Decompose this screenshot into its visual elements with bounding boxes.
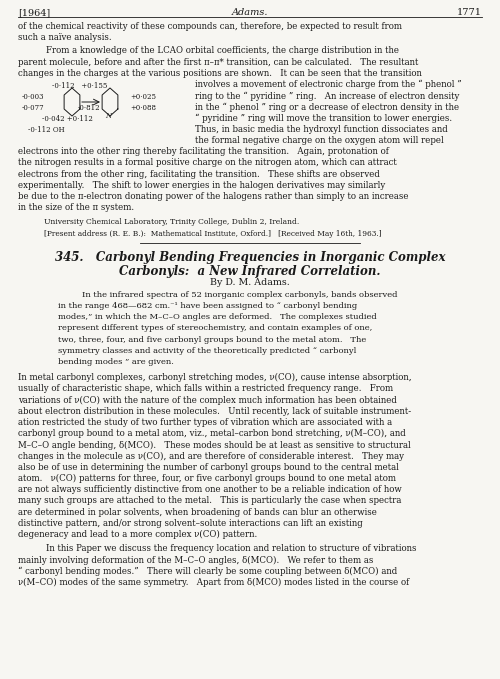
Text: atom.   ν(CO) patterns for three, four, or five carbonyl groups bound to one met: atom. ν(CO) patterns for three, four, or…	[18, 474, 396, 483]
Text: “ pyridine ” ring will move the transition to lower energies.: “ pyridine ” ring will move the transiti…	[195, 113, 452, 123]
Text: of the chemical reactivity of these compounds can, therefore, be expected to res: of the chemical reactivity of these comp…	[18, 22, 402, 31]
Text: modes,” in which the M–C–O angles are deformed.   The complexes studied: modes,” in which the M–C–O angles are de…	[58, 313, 377, 321]
Text: N: N	[105, 112, 111, 120]
Text: -0·812: -0·812	[78, 104, 100, 112]
Text: ation restricted the study of two further types of vibration which are associate: ation restricted the study of two furthe…	[18, 418, 392, 427]
Text: such a naïve analysis.: such a naïve analysis.	[18, 33, 112, 42]
Text: usually of characteristic shape, which falls within a restricted frequency range: usually of characteristic shape, which f…	[18, 384, 393, 393]
Text: “ carbonyl bending modes.”   There will clearly be some coupling between δ(MCO) : “ carbonyl bending modes.” There will cl…	[18, 566, 397, 576]
Text: Carbonyls:  a New Infrared Correlation.: Carbonyls: a New Infrared Correlation.	[120, 265, 381, 278]
Text: distinctive pattern, and/or strong solvent–solute interactions can lift an exist: distinctive pattern, and/or strong solve…	[18, 519, 363, 528]
Text: degeneracy and lead to a more complex ν(CO) pattern.: degeneracy and lead to a more complex ν(…	[18, 530, 257, 539]
Text: -0·077: -0·077	[22, 104, 44, 112]
Text: +0·025: +0·025	[130, 93, 156, 101]
Text: bending modes ” are given.: bending modes ” are given.	[58, 358, 174, 366]
Text: ring to the “ pyridine ” ring.   An increase of electron density: ring to the “ pyridine ” ring. An increa…	[195, 91, 460, 100]
Text: [1964]: [1964]	[18, 8, 50, 17]
Text: mainly involving deformation of the M–C–O angles, δ(MCO).   We refer to them as: mainly involving deformation of the M–C–…	[18, 555, 374, 564]
Text: changes in the molecule as ν(CO), and are therefore of considerable interest.   : changes in the molecule as ν(CO), and ar…	[18, 452, 404, 461]
Text: 1771: 1771	[457, 8, 482, 17]
Text: are determined in polar solvents, when broadening of bands can blur an otherwise: are determined in polar solvents, when b…	[18, 508, 377, 517]
Text: changes in the charges at the various positions are shown.   It can be seen that: changes in the charges at the various po…	[18, 69, 422, 78]
Text: [Present address (R. E. B.):  Mathematical Institute, Oxford.]   [Received May 1: [Present address (R. E. B.): Mathematica…	[44, 230, 382, 238]
Text: in the size of the π system.: in the size of the π system.	[18, 203, 134, 213]
Text: From a knowledge of the LCAO orbital coefficients, the charge distribution in th: From a knowledge of the LCAO orbital coe…	[46, 46, 399, 56]
Text: 345.   Carbonyl Bending Frequencies in Inorganic Complex: 345. Carbonyl Bending Frequencies in Ino…	[55, 251, 446, 264]
Text: M–C–O angle bending, δ(MCO).   These modes should be at least as sensitive to st: M–C–O angle bending, δ(MCO). These modes…	[18, 441, 411, 449]
Text: Adams.: Adams.	[232, 8, 268, 17]
Text: Thus, in basic media the hydroxyl function dissociates and: Thus, in basic media the hydroxyl functi…	[195, 125, 448, 134]
Text: in the “ phenol ” ring or a decrease of electron density in the: in the “ phenol ” ring or a decrease of …	[195, 103, 459, 112]
Text: In the infrared spectra of 52 inorganic complex carbonyls, bands observed: In the infrared spectra of 52 inorganic …	[82, 291, 398, 299]
Text: many such groups are attached to the metal.   This is particularly the case when: many such groups are attached to the met…	[18, 496, 402, 505]
Text: carbonyl group bound to a metal atom, viz., metal–carbon bond stretching, ν(M–CO: carbonyl group bound to a metal atom, vi…	[18, 429, 406, 439]
Text: -0·112   +0·155: -0·112 +0·155	[52, 82, 108, 90]
Text: parent molecule, before and after the first π–π* transition, can be calculated. : parent molecule, before and after the fi…	[18, 58, 418, 67]
Text: experimentally.   The shift to lower energies in the halogen derivatives may sim: experimentally. The shift to lower energ…	[18, 181, 385, 190]
Text: -0·042 +0·112: -0·042 +0·112	[42, 115, 93, 123]
Text: variations of ν(CO) with the nature of the complex much information has been obt: variations of ν(CO) with the nature of t…	[18, 396, 397, 405]
Text: are not always sufficiently distinctive from one another to be a reliable indica: are not always sufficiently distinctive …	[18, 485, 402, 494]
Text: two, three, four, and five carbonyl groups bound to the metal atom.   The: two, three, four, and five carbonyl grou…	[58, 335, 366, 344]
Text: -0·003: -0·003	[22, 93, 44, 101]
Text: involves a movement of electronic charge from the “ phenol ”: involves a movement of electronic charge…	[195, 80, 462, 90]
Text: University Chemical Laboratory, Trinity College, Dublin 2, Ireland.: University Chemical Laboratory, Trinity …	[44, 219, 299, 226]
Text: about electron distribution in these molecules.   Until recently, lack of suitab: about electron distribution in these mol…	[18, 407, 411, 416]
Text: the nitrogen results in a formal positive charge on the nitrogen atom, which can: the nitrogen results in a formal positiv…	[18, 158, 397, 168]
Text: electrons from the other ring, facilitating the transition.   These shifts are o: electrons from the other ring, facilitat…	[18, 170, 380, 179]
Text: In metal carbonyl complexes, carbonyl stretching modes, ν(CO), cause intense abs: In metal carbonyl complexes, carbonyl st…	[18, 373, 411, 382]
Text: In this Paper we discuss the frequency location and relation to structure of vib: In this Paper we discuss the frequency l…	[46, 544, 416, 553]
Text: +0·088: +0·088	[130, 104, 156, 112]
Text: symmetry classes and activity of the theoretically predicted “ carbonyl: symmetry classes and activity of the the…	[58, 347, 356, 355]
Text: By D. M. Adams.: By D. M. Adams.	[210, 278, 290, 287]
Text: be due to the π-electron donating power of the halogens rather than simply to an: be due to the π-electron donating power …	[18, 192, 408, 201]
Text: also be of use in determining the number of carbonyl groups bound to the central: also be of use in determining the number…	[18, 463, 399, 472]
Text: electrons into the other ring thereby facilitating the transition.   Again, prot: electrons into the other ring thereby fa…	[18, 147, 389, 156]
Text: ν(M–CO) modes of the same symmetry.   Apart from δ(MCO) modes listed in the cour: ν(M–CO) modes of the same symmetry. Apar…	[18, 578, 409, 587]
Text: the formal negative charge on the oxygen atom will repel: the formal negative charge on the oxygen…	[195, 136, 444, 145]
Text: -0·112 OH: -0·112 OH	[28, 126, 64, 134]
Text: in the range 468—682 cm.⁻¹ have been assigned to “ carbonyl bending: in the range 468—682 cm.⁻¹ have been ass…	[58, 302, 357, 310]
Text: represent different types of stereochemistry, and contain examples of one,: represent different types of stereochemi…	[58, 325, 372, 333]
